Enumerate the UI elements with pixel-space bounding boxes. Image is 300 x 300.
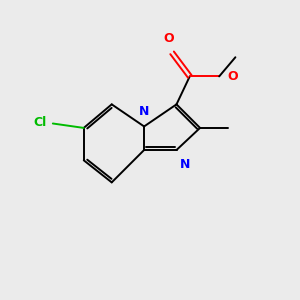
Text: N: N xyxy=(139,105,149,118)
Text: O: O xyxy=(227,70,238,83)
Text: Cl: Cl xyxy=(34,116,47,128)
Text: N: N xyxy=(180,158,190,171)
Text: O: O xyxy=(164,32,175,45)
